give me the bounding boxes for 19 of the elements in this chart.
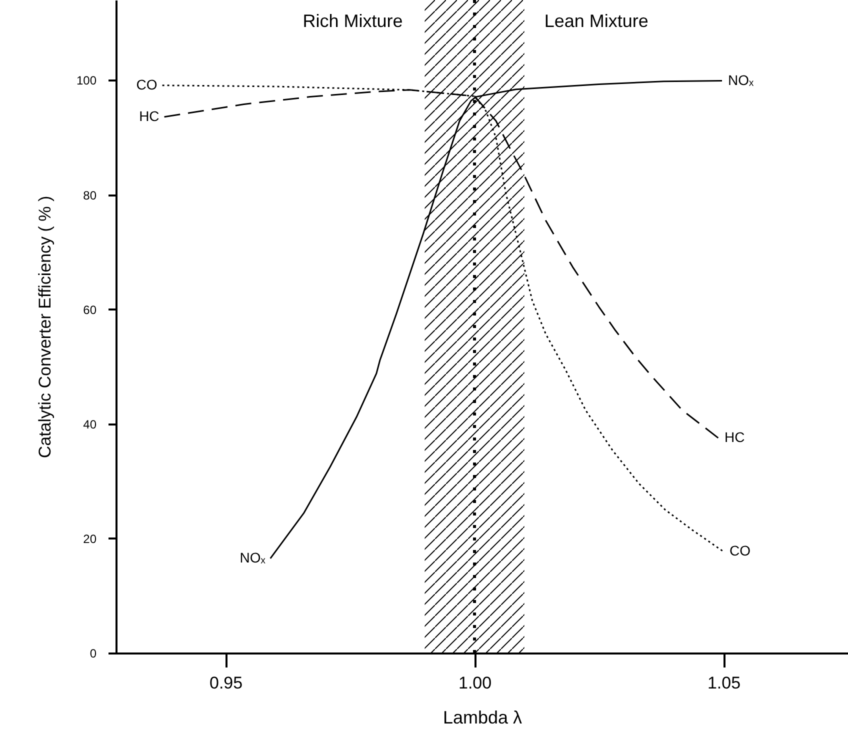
annotation: Lean Mixture bbox=[544, 11, 648, 31]
series-label: HC bbox=[139, 108, 160, 124]
series-label: NOₓ bbox=[240, 549, 266, 566]
y-tick-label: 60 bbox=[83, 302, 97, 317]
y-tick-label: 40 bbox=[83, 417, 97, 432]
text: HC bbox=[724, 429, 745, 446]
x-tick-label: 0.95 bbox=[210, 674, 243, 692]
y-tick-label: 0 bbox=[90, 646, 97, 660]
series-label: CO bbox=[136, 76, 158, 92]
x-axis-title: Lambda λ bbox=[442, 708, 522, 728]
y-axis-title: Catalytic Converter Efficiency ( % ) bbox=[35, 196, 54, 458]
annotation: Rich Mixture bbox=[302, 11, 403, 31]
text: NOₓ bbox=[728, 72, 754, 88]
y-tick-label: 20 bbox=[83, 532, 97, 546]
y-tick-label: 100 bbox=[76, 74, 97, 88]
x-tick-label: 1.00 bbox=[458, 674, 492, 692]
x-tick-label: 1.05 bbox=[707, 674, 741, 692]
y-tick-label: 80 bbox=[83, 188, 97, 202]
text: CO bbox=[730, 542, 751, 559]
